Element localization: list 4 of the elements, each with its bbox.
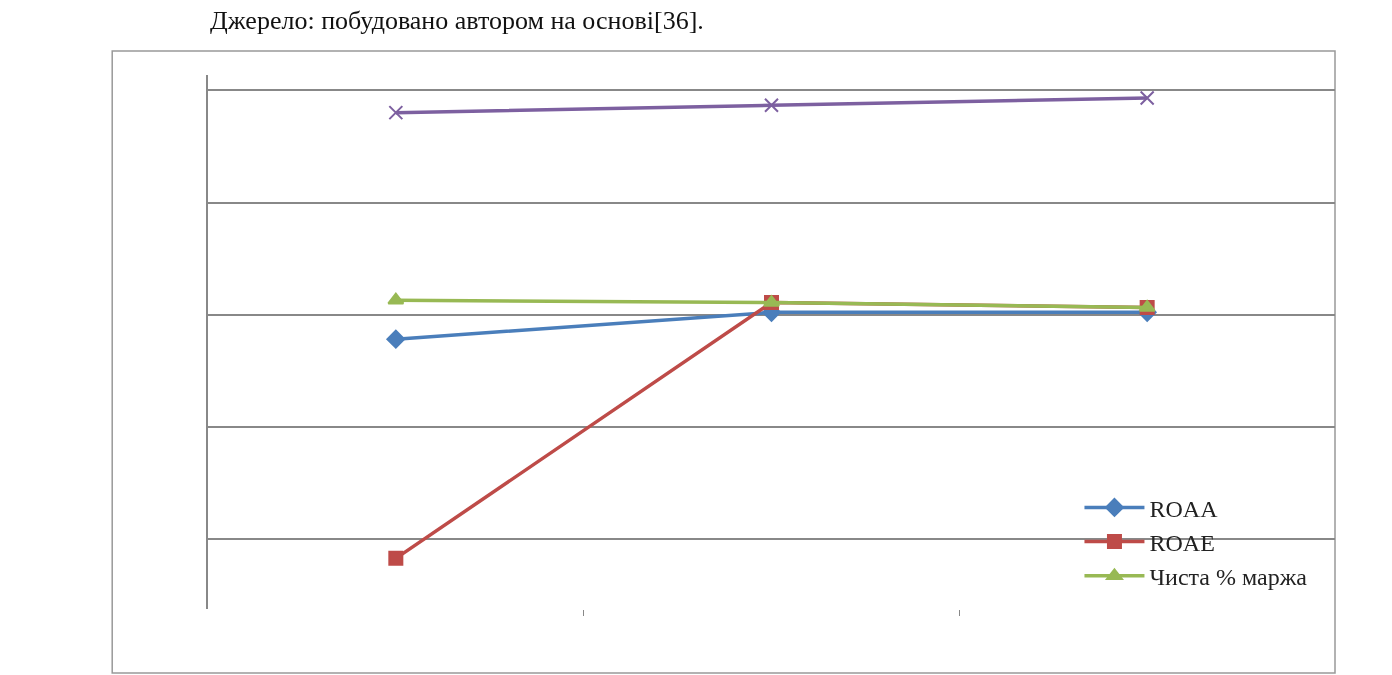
legend-label: ROAE — [1149, 529, 1215, 556]
text: Джерело: побудовано автором на основі[36]. — [210, 6, 704, 35]
legend-label: ROAA — [1149, 495, 1219, 522]
legend-label: Чиста % маржа — [1149, 564, 1308, 591]
